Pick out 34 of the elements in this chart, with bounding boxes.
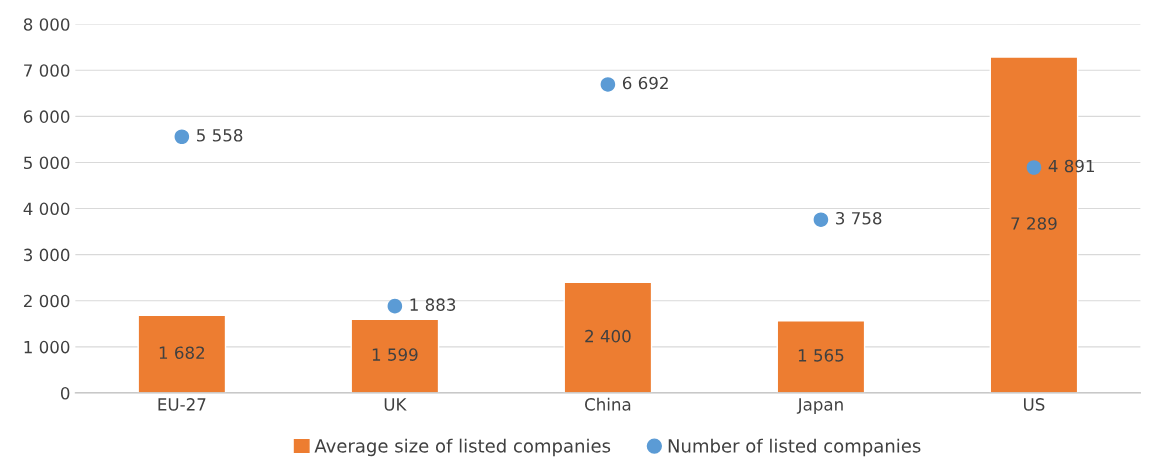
point — [600, 77, 616, 92]
legend-label: Number of listed companies — [668, 438, 921, 457]
data-label: 6 692 — [622, 76, 668, 90]
point — [813, 212, 829, 227]
data-label: 1 883 — [410, 298, 456, 311]
bar — [563, 281, 653, 393]
data-label: 1 565 — [798, 349, 844, 362]
x-tick-label: UK — [384, 398, 407, 411]
bar — [350, 318, 440, 393]
y-tick-label: 1 000 — [24, 340, 70, 354]
y-tick-label: 8 000 — [23, 18, 70, 31]
y-tick-label: 5 000 — [24, 156, 70, 170]
data-label: 1 599 — [372, 348, 418, 361]
legend-label: Average size of listed companies — [314, 438, 611, 457]
x-tick-label: Japan — [796, 398, 843, 414]
bar — [776, 320, 866, 393]
y-tick-label: 7 000 — [24, 64, 70, 77]
y-tick-label: 3 000 — [24, 248, 70, 262]
data-label: 5 558 — [197, 128, 243, 142]
x-tick-label: EU-27 — [158, 398, 206, 411]
y-tick-label: 0 — [60, 386, 70, 400]
data-label: 7 289 — [1011, 217, 1057, 230]
data-label: 3 758 — [836, 211, 882, 225]
x-tick-label: China — [585, 397, 631, 411]
point — [387, 298, 403, 314]
data-label: 1 682 — [159, 346, 205, 359]
y-tick-label: 2 000 — [23, 294, 70, 308]
point — [1026, 160, 1042, 175]
x-tick-label: US — [1024, 398, 1045, 411]
y-tick-label: 6 000 — [23, 110, 70, 123]
point — [174, 129, 190, 145]
bar — [137, 314, 227, 393]
data-label: 2 400 — [585, 329, 631, 343]
y-tick-label: 4 000 — [23, 202, 70, 216]
